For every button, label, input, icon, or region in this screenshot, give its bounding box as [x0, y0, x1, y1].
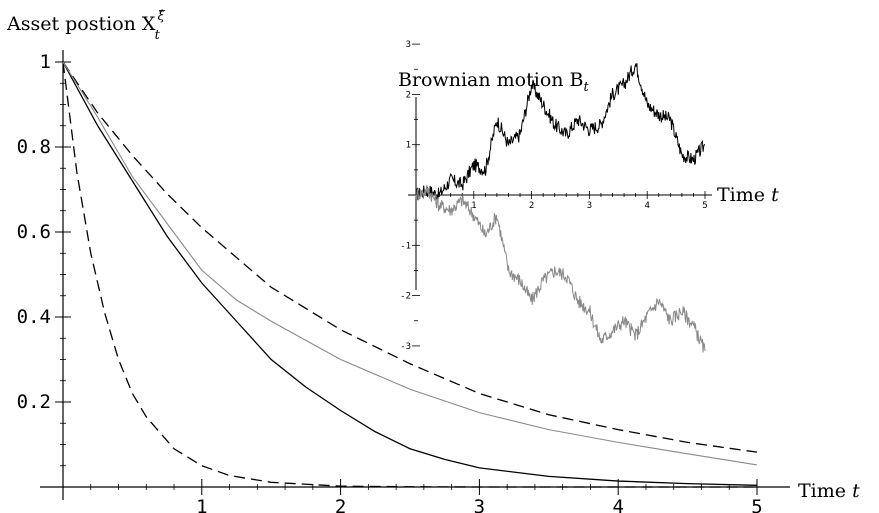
series-line-2: [62, 61, 757, 488]
x-tick-label: 2: [335, 496, 346, 513]
inset-x-tick-label: 3: [587, 201, 592, 211]
series-line-4: [62, 61, 758, 466]
inset-plot: 1 2 3 4 5 -3 -2 -1 1 2 3 Brownian motion Bt Time t: [398, 40, 779, 353]
x-axis-label: Time t: [798, 480, 860, 502]
inset-x-tick-label: 4: [644, 201, 649, 211]
y-tick-label: 0.4: [17, 306, 51, 328]
inset-y-tick-label: 2: [406, 90, 411, 100]
inset-y-tick-label: 3: [406, 40, 411, 50]
y-tick-label: 0.6: [17, 221, 51, 243]
y-tick-label: 1: [40, 51, 51, 73]
series-line-3: [62, 61, 758, 486]
x-tick-label: 1: [196, 496, 207, 513]
y-tick-label: 0.2: [17, 391, 51, 413]
inset-x-tick-label: 1: [471, 201, 476, 211]
y-tick-label: 0.8: [17, 136, 51, 158]
inset-title: Brownian motion Bt: [398, 69, 590, 95]
series-line-1: [62, 61, 758, 453]
inset-series-line-2: [415, 185, 706, 353]
inset-x-tick-label: 5: [702, 201, 707, 211]
inset-x-axis-label: Time t: [717, 184, 779, 206]
inset-x-tick-label: 2: [529, 201, 534, 211]
x-tick-label: 3: [474, 496, 485, 513]
x-tick-label: 5: [751, 496, 762, 513]
inset-y-tick-label: -3: [400, 342, 411, 352]
x-tick-label: 4: [612, 496, 623, 513]
inset-y-tick-label: 1: [406, 141, 411, 151]
inset-series-line-1: [415, 62, 706, 201]
inset-y-tick-label: -1: [400, 241, 411, 251]
inset-y-tick-label: -2: [400, 292, 411, 302]
